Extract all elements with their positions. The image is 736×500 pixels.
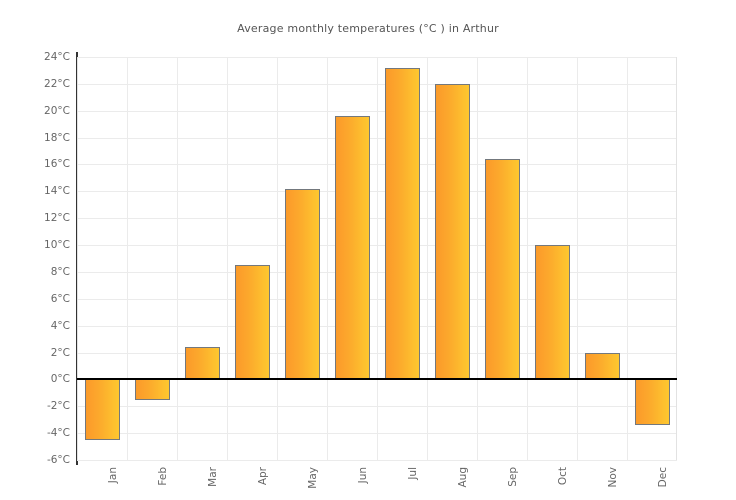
gridline-vertical <box>227 57 228 460</box>
y-axis-tick-label: -2°C <box>46 400 70 413</box>
y-axis-tick-label: -6°C <box>46 454 70 466</box>
bar-may[interactable] <box>285 188 320 380</box>
x-axis-tick-label-mar: Mar <box>207 467 219 487</box>
plot-right-border <box>676 57 677 460</box>
y-axis-tick-label: -4°C <box>46 427 70 440</box>
bar-jul[interactable] <box>385 67 420 380</box>
bar-series <box>77 57 677 460</box>
gridline-vertical <box>427 57 428 460</box>
plot-left-border <box>77 57 78 460</box>
bar-aug[interactable] <box>435 83 470 380</box>
bar-oct[interactable] <box>535 245 570 380</box>
x-axis-tick-label-dec: Dec <box>657 467 669 488</box>
y-axis-tick-label: 18°C <box>44 131 70 144</box>
x-axis-tick-label-jun: Jun <box>357 467 369 484</box>
plot-area <box>77 57 677 461</box>
x-axis-tick-label-sep: Sep <box>507 467 519 487</box>
y-axis-tick-label: 4°C <box>50 319 70 332</box>
x-axis-tick-label-aug: Aug <box>457 467 469 488</box>
x-axis-tick-label-feb: Feb <box>157 467 169 486</box>
gridline-vertical <box>627 57 628 460</box>
x-axis-tick-label-may: May <box>307 467 319 489</box>
x-axis-tick-label-jul: Jul <box>407 467 419 480</box>
y-axis-tick-label: 14°C <box>44 185 70 198</box>
zero-baseline <box>77 57 677 460</box>
y-axis-tick-label: 6°C <box>50 292 70 305</box>
chart-title: Average monthly temperatures (°C ) in Ar… <box>237 22 499 35</box>
y-axis-tick-label: 22°C <box>44 77 70 90</box>
y-axis-tick-labels: 24°C 22°C 20°C 18°C 16°C 14°C 12°C 10°C 8°C 6°C 4°… <box>24 0 70 500</box>
gridline-horizontal <box>77 460 677 461</box>
zero-line <box>77 378 677 381</box>
x-axis-tick-label-apr: Apr <box>257 467 269 486</box>
y-axis-tick-label: 12°C <box>44 212 70 225</box>
gridlines <box>77 57 677 461</box>
bar-apr[interactable] <box>235 265 270 380</box>
y-axis-tick-label: 0°C <box>50 373 70 386</box>
x-axis-tick-label-oct: Oct <box>557 467 569 486</box>
y-axis-tick-label: 2°C <box>50 346 70 359</box>
gridline-vertical <box>327 57 328 460</box>
gridline-vertical <box>377 57 378 460</box>
x-axis-tick-labels: Jan Feb Mar Apr May Jun Jul Aug Sep Oct Nov Dec <box>77 467 677 500</box>
y-axis-tick-label: 24°C <box>44 51 70 63</box>
gridline-vertical <box>577 57 578 460</box>
bar-mar[interactable] <box>185 347 220 380</box>
x-axis-tick-label-jan: Jan <box>107 467 119 484</box>
gridline-vertical <box>527 57 528 460</box>
gridline-vertical <box>277 57 278 460</box>
gridline-vertical <box>127 57 128 460</box>
y-axis-tick-label: 16°C <box>44 158 70 171</box>
y-axis-tick-label: 8°C <box>50 265 70 278</box>
y-axis-tick-label: 20°C <box>44 104 70 117</box>
bar-dec[interactable] <box>635 379 670 426</box>
x-axis-tick-label-nov: Nov <box>607 467 619 488</box>
bar-jun[interactable] <box>335 116 370 380</box>
gridline-vertical <box>477 57 478 460</box>
y-axis-tick-label: 10°C <box>44 239 70 252</box>
gridline-vertical <box>177 57 178 460</box>
